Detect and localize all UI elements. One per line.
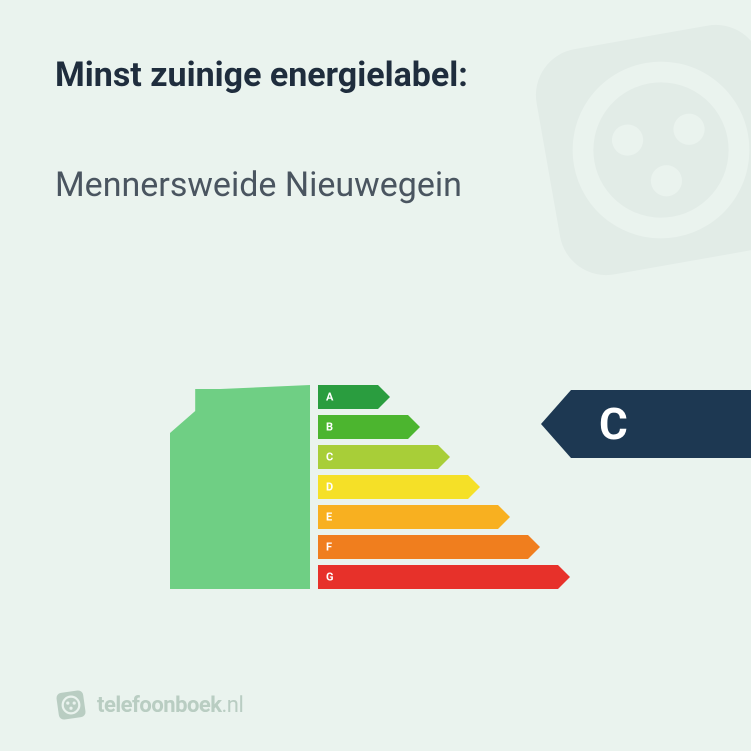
- footer: telefoonboek.nl: [55, 689, 243, 721]
- energy-bar-e: [318, 505, 510, 529]
- energy-bar-f: [318, 535, 540, 559]
- energy-bar-c: [318, 445, 450, 469]
- energy-bar-label-e: E: [326, 511, 332, 524]
- energy-bar-label-c: C: [326, 451, 333, 464]
- brand-name-main: telefoonboek: [97, 693, 222, 718]
- energy-bar-label-d: D: [326, 481, 333, 494]
- rating-badge: C: [541, 390, 751, 458]
- page-title: Minst zuinige energielabel:: [55, 55, 468, 95]
- energy-bar-label-g: G: [326, 571, 334, 584]
- rating-badge-letter: C: [599, 398, 628, 450]
- house-icon: [170, 385, 310, 589]
- energy-bar-b: [318, 415, 420, 439]
- energy-bar-label-a: A: [326, 391, 334, 404]
- background-watermark: [510, 0, 751, 301]
- energy-bar-d: [318, 475, 480, 499]
- energy-bar-g: [318, 565, 570, 589]
- energy-bar-label-f: F: [326, 541, 332, 554]
- energy-label-chart: A B C D E F G: [170, 375, 590, 605]
- brand-name: telefoonboek.nl: [97, 693, 243, 718]
- brand-name-tld: .nl: [222, 693, 244, 718]
- location-subtitle: Mennersweide Nieuwegein: [55, 165, 462, 205]
- brand-logo-icon: [55, 689, 87, 721]
- rating-badge-shape: [541, 390, 751, 458]
- energy-bar-label-b: B: [326, 421, 333, 434]
